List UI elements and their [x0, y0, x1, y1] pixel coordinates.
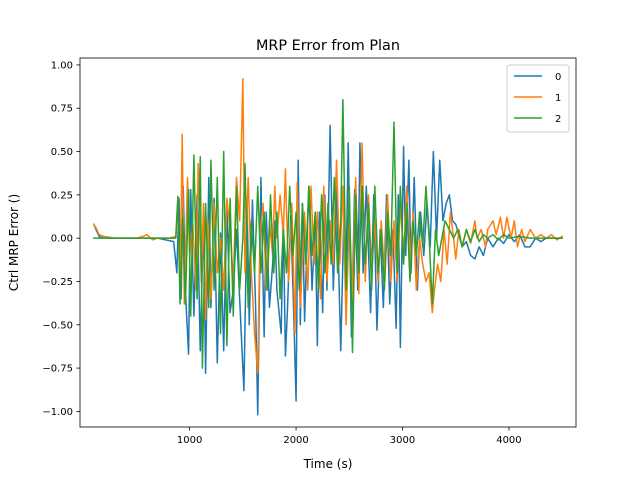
y-tick-label: −0.75 [42, 364, 73, 375]
legend-label-1: 1 [555, 93, 561, 104]
legend-label-0: 0 [555, 72, 561, 83]
y-tick-label: 0.25 [51, 190, 73, 201]
x-axis-label: Time (s) [303, 457, 353, 471]
x-tick-label: 4000 [496, 435, 521, 446]
y-tick-label: 0.50 [51, 147, 73, 158]
y-tick-label: 0.75 [51, 104, 73, 115]
x-axis-ticks: 1000 2000 3000 4000 [177, 427, 522, 446]
legend-frame [506, 64, 570, 133]
y-tick-label: −1.00 [42, 407, 73, 418]
series-layer [92, 78, 564, 416]
legend-label-2: 2 [555, 114, 561, 125]
y-tick-label: −0.25 [42, 277, 73, 288]
plot-frame [79, 57, 577, 428]
series-line-2 [93, 98, 563, 369]
x-tick-label: 2000 [283, 435, 308, 446]
x-tick-label: 1000 [177, 435, 202, 446]
y-tick-label: 0.00 [51, 234, 73, 245]
y-axis-ticks: −1.00 −0.75 −0.50 −0.25 0.00 0.25 0.50 0.75 1.00 [42, 60, 80, 418]
y-tick-label: 1.00 [51, 60, 73, 71]
legend: 0 1 2 [506, 64, 570, 133]
x-tick-label: 3000 [390, 435, 415, 446]
chart-title: MRP Error from Plan [256, 38, 400, 54]
y-tick-label: −0.50 [42, 320, 73, 331]
y-axis-label: Ctrl MRP Error () [7, 194, 21, 291]
